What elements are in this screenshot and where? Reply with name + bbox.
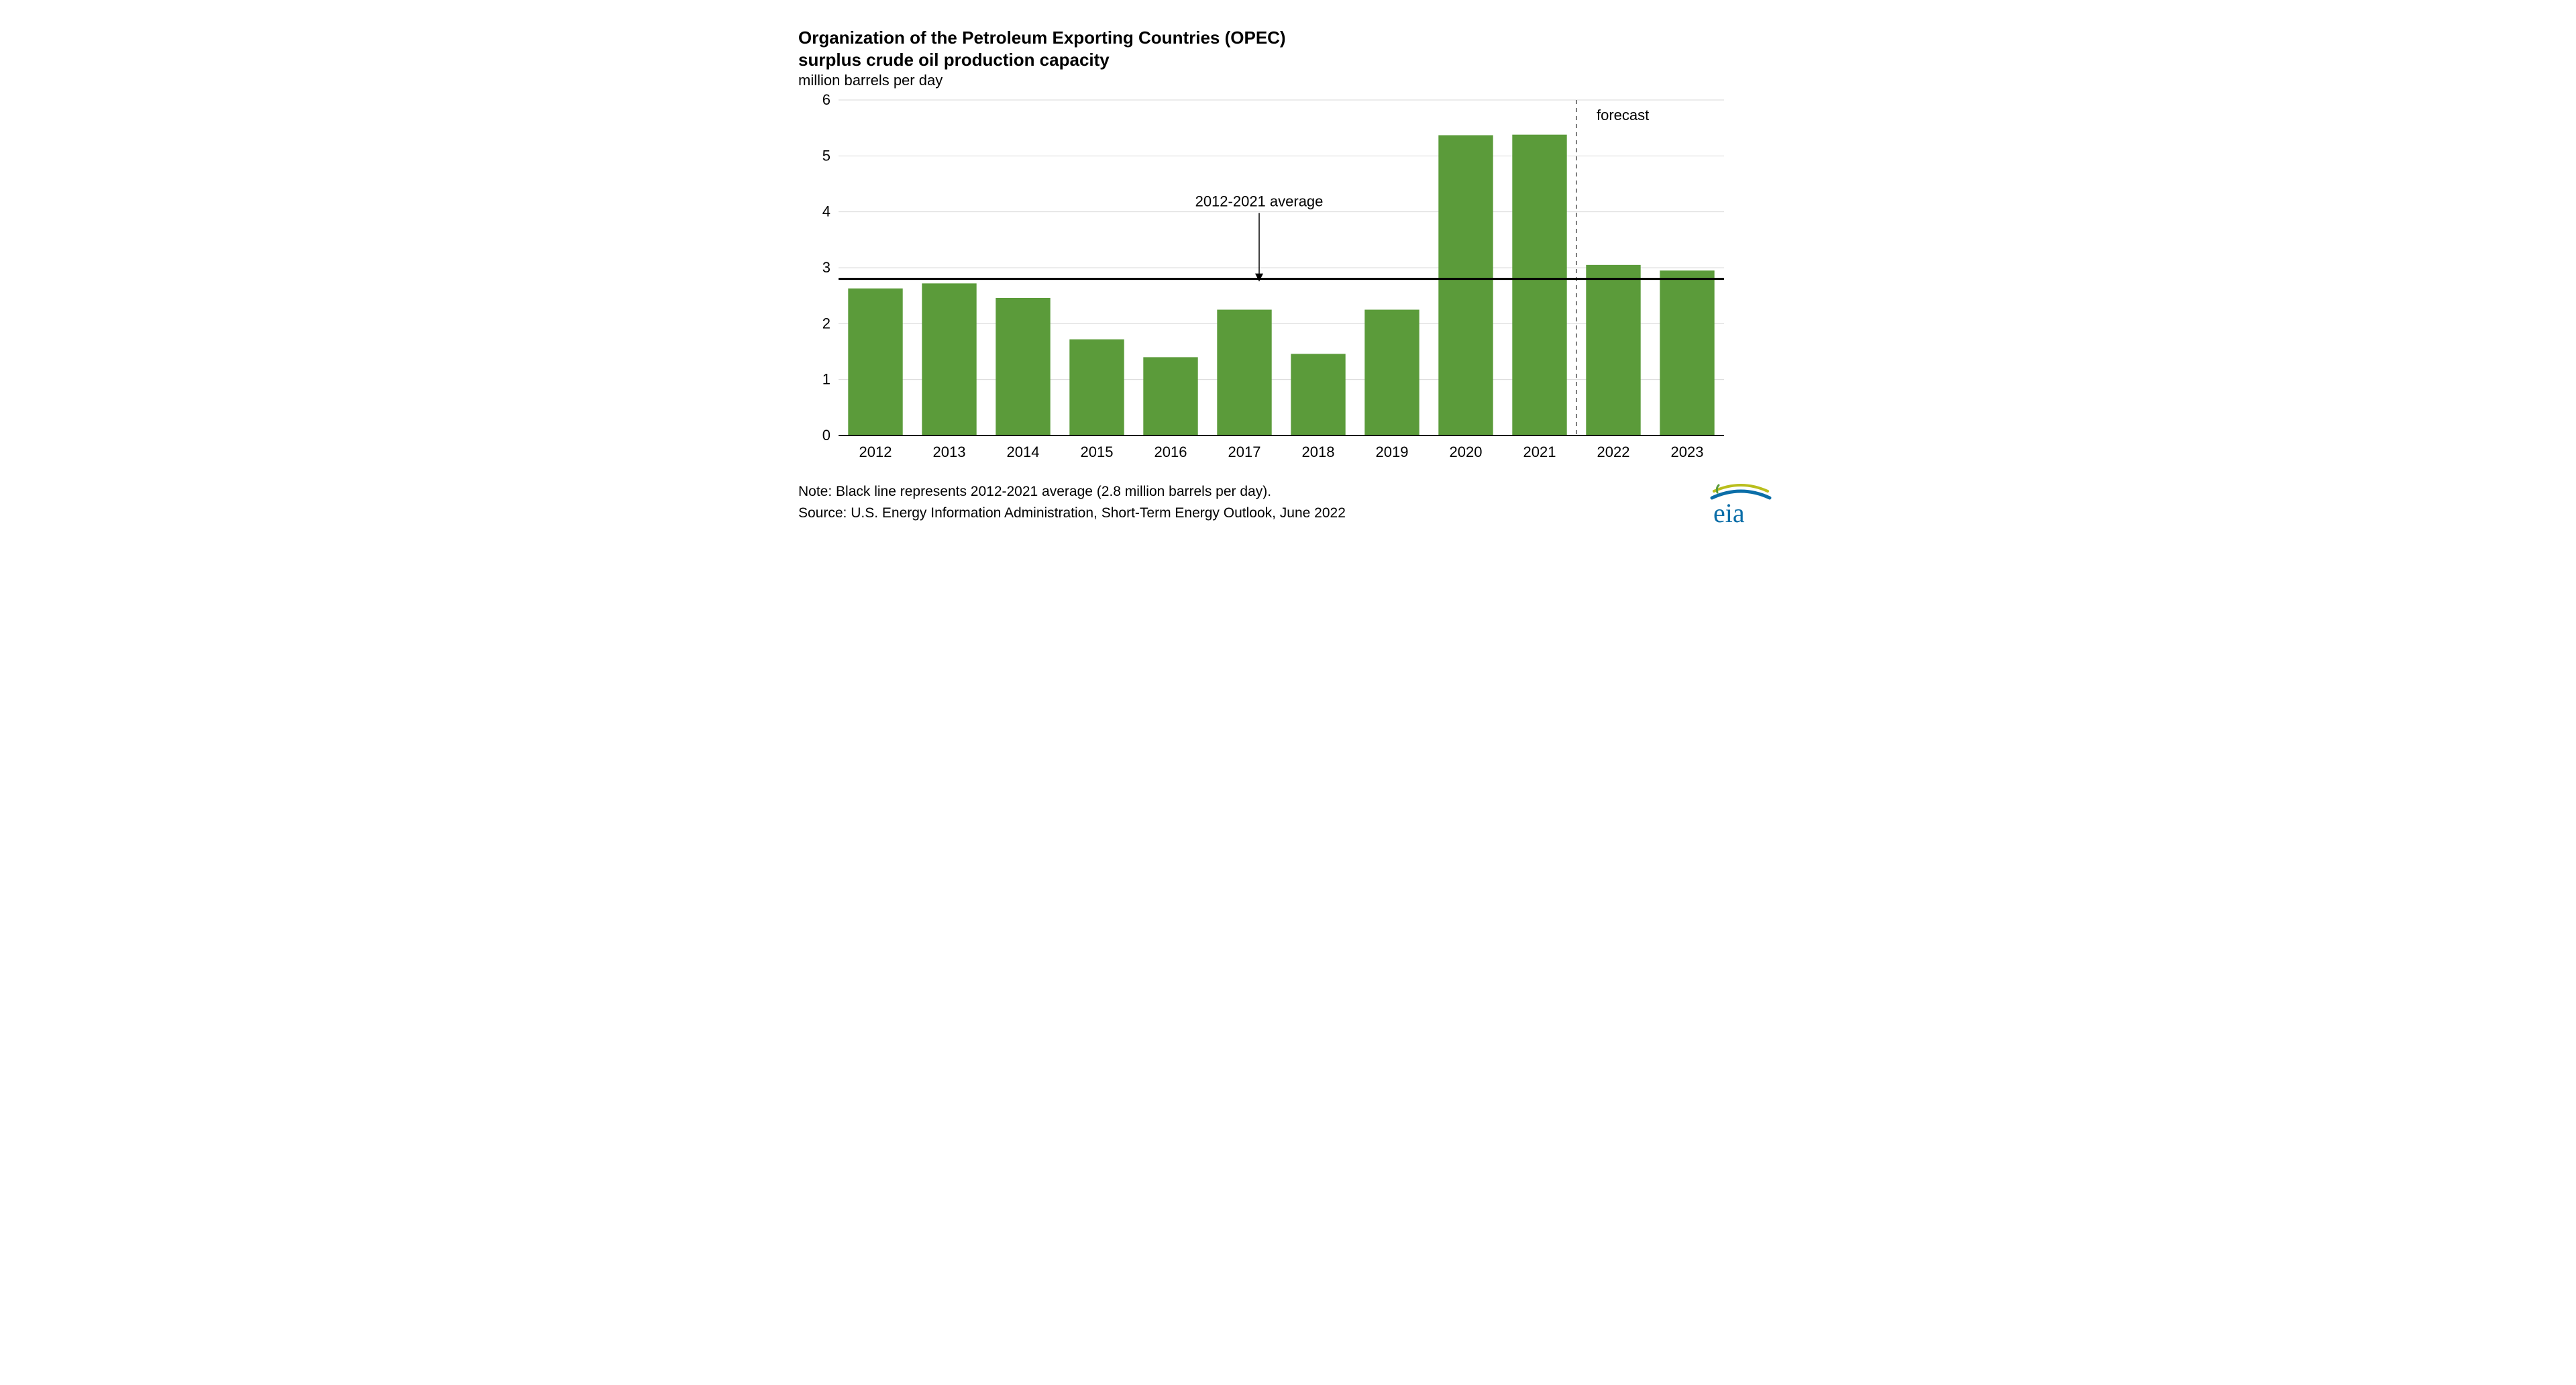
- bar: [1143, 357, 1197, 435]
- x-tick-label: 2013: [933, 444, 966, 460]
- y-tick-label: 3: [822, 259, 830, 276]
- bar: [1586, 265, 1640, 435]
- y-tick-label: 6: [822, 93, 830, 108]
- y-tick-label: 1: [822, 371, 830, 388]
- x-tick-label: 2023: [1671, 444, 1704, 460]
- bar: [922, 283, 976, 435]
- x-tick-label: 2014: [1007, 444, 1040, 460]
- x-tick-label: 2017: [1228, 444, 1261, 460]
- x-tick-label: 2022: [1597, 444, 1630, 460]
- y-tick-label: 5: [822, 147, 830, 164]
- chart-title-line1: Organization of the Petroleum Exporting …: [798, 27, 1778, 49]
- average-label: 2012-2021 average: [1195, 193, 1324, 209]
- bar: [1364, 310, 1419, 436]
- bar: [1438, 136, 1493, 436]
- x-tick-label: 2016: [1155, 444, 1187, 460]
- chart-note: Note: Black line represents 2012-2021 av…: [798, 481, 1778, 503]
- x-tick-label: 2020: [1450, 444, 1483, 460]
- eia-logo: eia: [1704, 483, 1778, 530]
- y-tick-label: 4: [822, 203, 830, 220]
- bar: [848, 289, 902, 435]
- bar: [996, 298, 1050, 435]
- bar: [1069, 340, 1124, 435]
- y-tick-label: 2: [822, 315, 830, 331]
- chart-footer: Note: Black line represents 2012-2021 av…: [798, 481, 1778, 523]
- title-block: Organization of the Petroleum Exporting …: [798, 27, 1778, 89]
- bar: [1217, 310, 1271, 436]
- bar: [1291, 354, 1345, 435]
- eia-logo-text: eia: [1713, 498, 1745, 528]
- x-tick-label: 2018: [1302, 444, 1335, 460]
- x-tick-label: 2015: [1081, 444, 1114, 460]
- forecast-label: forecast: [1597, 107, 1649, 123]
- x-tick-label: 2012: [859, 444, 892, 460]
- chart-container: Organization of the Petroleum Exporting …: [798, 27, 1778, 523]
- y-tick-label: 0: [822, 427, 830, 444]
- x-tick-label: 2019: [1376, 444, 1409, 460]
- chart-subtitle: million barrels per day: [798, 72, 1778, 89]
- average-arrowhead: [1255, 274, 1263, 282]
- x-tick-label: 2021: [1523, 444, 1556, 460]
- chart-title-line2: surplus crude oil production capacity: [798, 49, 1778, 71]
- bar: [1512, 135, 1566, 435]
- bar: [1660, 270, 1714, 435]
- chart-source: Source: U.S. Energy Information Administ…: [798, 503, 1778, 524]
- bar-chart: 0 1 2 3 4 5 6 forecast 2012-2021 average 2012 2013…: [798, 93, 1737, 469]
